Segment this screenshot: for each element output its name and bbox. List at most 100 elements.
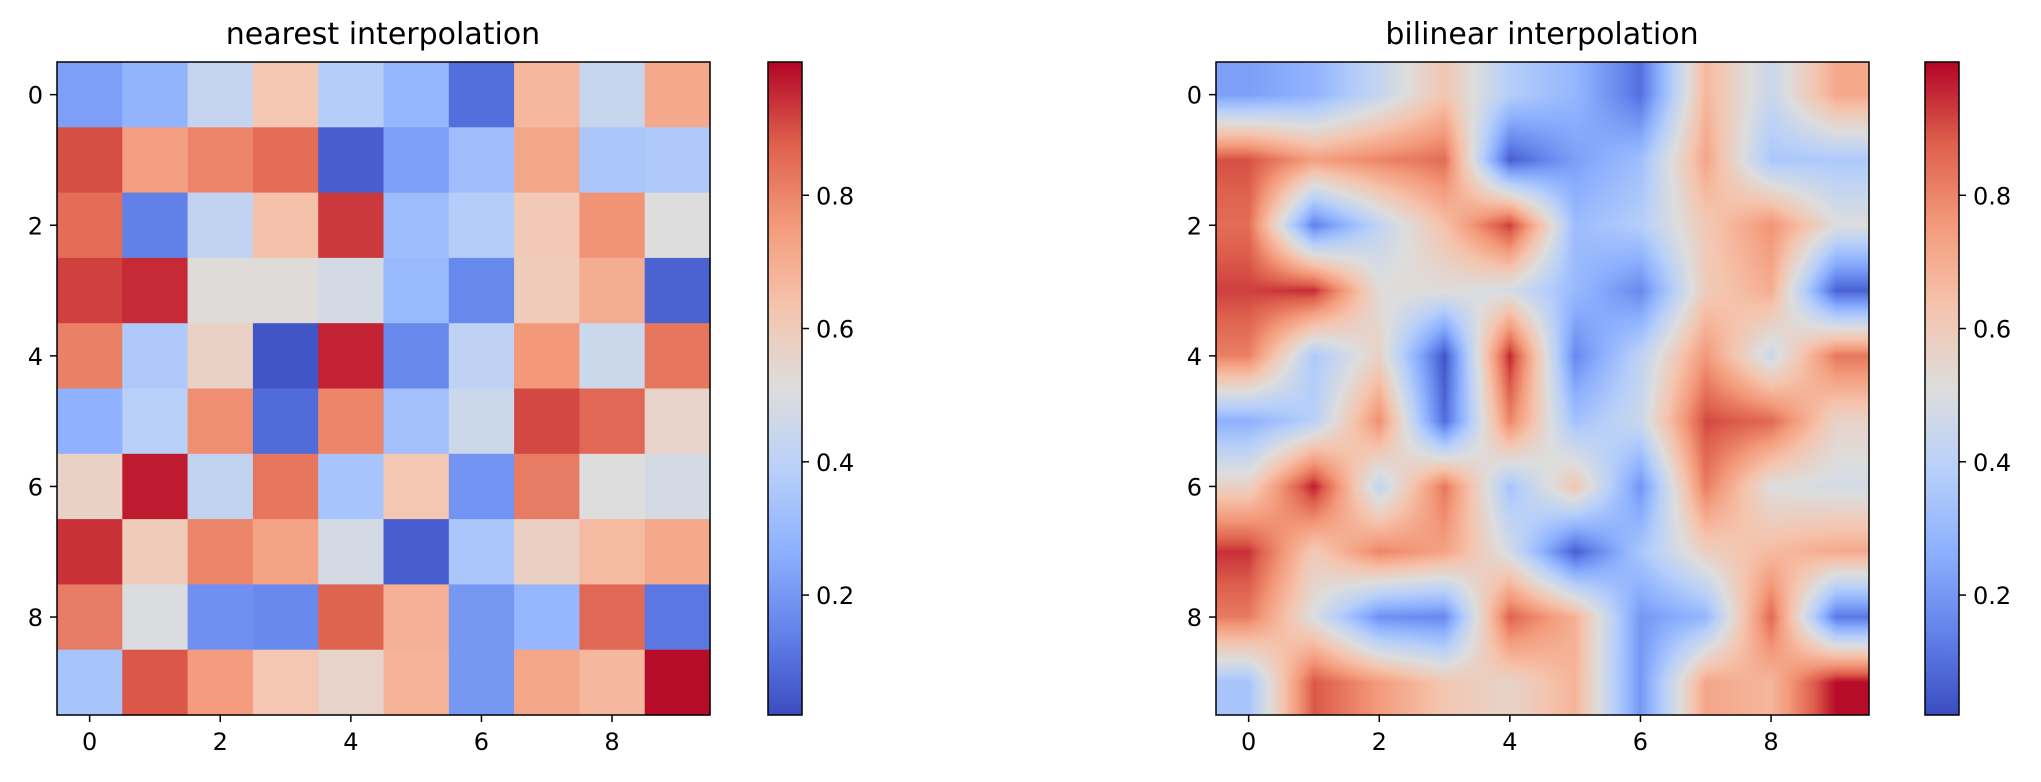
axis-ticks-bilinear: 0 2 4 6 8 0 2 4 6 8 bbox=[1187, 82, 1779, 756]
heatmap-cell bbox=[383, 453, 450, 520]
heatmap-cell bbox=[514, 453, 580, 520]
y-tick-label: 8 bbox=[1187, 604, 1202, 632]
heatmap-cell bbox=[57, 453, 123, 520]
heatmap-cell bbox=[252, 323, 319, 390]
heatmap-cell bbox=[318, 388, 385, 455]
heatmap-cell bbox=[57, 388, 123, 455]
heatmap-cell bbox=[644, 257, 711, 324]
heatmap-cell bbox=[514, 62, 580, 128]
heatmap-cell bbox=[122, 257, 189, 324]
heatmap-cell bbox=[318, 192, 385, 259]
heatmap-cell bbox=[514, 323, 580, 390]
colorbar-bilinear: 0.2 0.4 0.6 0.8 bbox=[1924, 61, 2011, 716]
x-tick-label: 6 bbox=[474, 728, 489, 756]
heatmap-cell bbox=[318, 453, 385, 520]
heatmap-cell bbox=[187, 323, 254, 390]
heatmap-cell bbox=[383, 62, 450, 128]
heatmap-cell bbox=[579, 453, 646, 520]
colorbar-nearest: 0.2 0.4 0.6 0.8 bbox=[767, 61, 854, 716]
heatmap-cell bbox=[383, 192, 450, 259]
x-tick-label: 6 bbox=[1633, 728, 1648, 756]
heatmap-cell bbox=[383, 323, 450, 390]
heatmap-cell bbox=[579, 127, 646, 194]
heatmap-cell bbox=[187, 388, 254, 455]
x-tick-label: 2 bbox=[213, 728, 228, 756]
y-tick-label: 8 bbox=[28, 604, 43, 632]
y-tick-label: 0 bbox=[1187, 82, 1202, 110]
heatmap-cell bbox=[187, 519, 254, 585]
heatmap-cell bbox=[644, 323, 711, 390]
x-tick-label: 0 bbox=[82, 728, 97, 756]
heatmap-cell bbox=[383, 388, 450, 455]
heatmap-cell bbox=[252, 519, 319, 585]
heatmap-cell bbox=[448, 127, 515, 194]
heatmap-cell bbox=[579, 519, 646, 585]
x-tick-label: 8 bbox=[1763, 728, 1778, 756]
x-tick-label: 0 bbox=[1241, 728, 1256, 756]
heatmap-cell bbox=[122, 584, 189, 651]
heatmap-cell bbox=[57, 649, 123, 716]
heatmap-cell bbox=[57, 127, 123, 194]
heatmap-cell bbox=[318, 257, 385, 324]
heatmap-cell bbox=[57, 62, 123, 128]
heatmap-cell bbox=[122, 649, 189, 716]
title-nearest: nearest interpolation bbox=[226, 17, 540, 52]
heatmap-cell bbox=[448, 257, 515, 324]
heatmap-cell bbox=[514, 649, 580, 716]
heatmap-cell bbox=[579, 323, 646, 390]
heatmap-cell bbox=[318, 62, 385, 128]
heatmap-cell bbox=[448, 62, 515, 128]
heatmap-cell bbox=[252, 192, 319, 259]
heatmap-cell bbox=[122, 127, 189, 194]
colorbar-tick-label: 0.6 bbox=[1973, 316, 2011, 344]
colorbar-tick-label: 0.2 bbox=[816, 582, 854, 610]
heatmap-cell bbox=[57, 519, 123, 585]
heatmap-cell bbox=[644, 192, 711, 259]
heatmap-cell bbox=[579, 388, 646, 455]
panel-bilinear: bilinear interpolation 0 2 4 6 8 0 2 4 6 8 0.2 0.4… bbox=[1187, 17, 2011, 756]
heatmap-cell bbox=[644, 584, 711, 651]
axes-frame-nearest bbox=[56, 61, 711, 716]
y-tick-label: 2 bbox=[28, 212, 43, 240]
y-tick-label: 4 bbox=[1187, 343, 1202, 371]
heatmap-cell bbox=[187, 453, 254, 520]
heatmap-cell bbox=[579, 584, 646, 651]
y-tick-label: 4 bbox=[28, 343, 43, 371]
y-tick-label: 0 bbox=[28, 82, 43, 110]
heatmap-cell bbox=[252, 257, 319, 324]
x-tick-label: 2 bbox=[1372, 728, 1387, 756]
heatmap-cell bbox=[448, 649, 515, 716]
heatmap-cell bbox=[187, 192, 254, 259]
heatmap-cell bbox=[644, 519, 711, 585]
heatmap-cell bbox=[318, 323, 385, 390]
heatmap-cell bbox=[579, 62, 646, 128]
heatmap-cell bbox=[448, 584, 515, 651]
heatmap-cell bbox=[383, 584, 450, 651]
heatmap-cell bbox=[122, 388, 189, 455]
colorbar-tick-label: 0.8 bbox=[1973, 182, 2011, 210]
heatmap-cell bbox=[122, 62, 189, 128]
colorbar-frame bbox=[767, 61, 803, 716]
heatmap-cell bbox=[318, 649, 385, 716]
heatmap-cell bbox=[122, 192, 189, 259]
heatmap-cell bbox=[644, 388, 711, 455]
heatmap-cell bbox=[187, 127, 254, 194]
heatmap-cell bbox=[122, 453, 189, 520]
heatmap-cell bbox=[252, 388, 319, 455]
heatmap-cell bbox=[644, 127, 711, 194]
axes-frame-bilinear bbox=[1215, 61, 1870, 716]
heatmap-cell bbox=[122, 323, 189, 390]
heatmap-cell bbox=[252, 453, 319, 520]
heatmap-cell bbox=[252, 584, 319, 651]
heatmap-cell bbox=[644, 649, 711, 716]
heatmap-cell bbox=[579, 257, 646, 324]
y-tick-label: 6 bbox=[1187, 473, 1202, 501]
heatmap-cell bbox=[57, 257, 123, 324]
heatmap-cell bbox=[448, 388, 515, 455]
heatmap-cell bbox=[579, 649, 646, 716]
heatmap-cell bbox=[579, 192, 646, 259]
colorbar-tick-label: 0.4 bbox=[816, 449, 854, 477]
heatmap-cell bbox=[383, 257, 450, 324]
heatmap-cell bbox=[383, 649, 450, 716]
heatmap-cell bbox=[448, 519, 515, 585]
